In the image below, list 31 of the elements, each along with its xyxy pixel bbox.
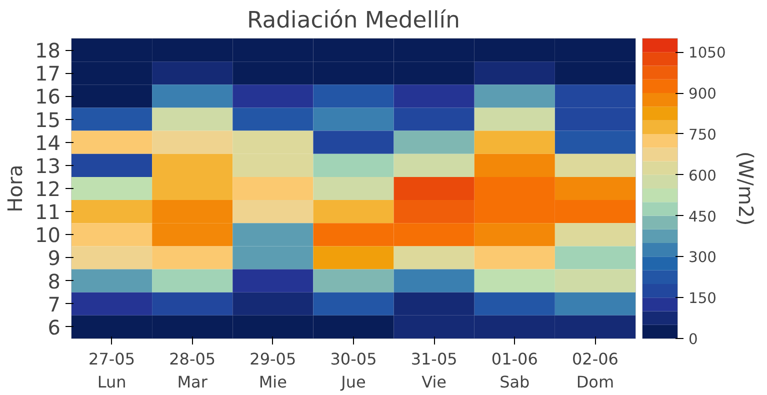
y-tick-label: 16 <box>35 84 61 109</box>
y-tick-label: 17 <box>35 62 61 86</box>
y-tick-label: 9 <box>48 246 61 270</box>
color-bar-label: 1050 <box>688 44 726 62</box>
y-tick-label: 6 <box>48 315 61 340</box>
color-bar-label: 150 <box>688 290 716 308</box>
chart-title: Radiación Medellín <box>247 8 460 34</box>
x-tick-label: 28-05 Mar <box>169 350 216 392</box>
x-tick-label: 02-06 Dom <box>572 350 618 392</box>
x-tick-label: 29-05 Mie <box>250 350 296 392</box>
y-tick-label: 14 <box>35 130 61 155</box>
color-bar-label: 300 <box>688 249 716 266</box>
color-bar-label: 450 <box>688 208 716 226</box>
y-tick-label: 15 <box>35 108 61 132</box>
y-tick-label: 12 <box>35 177 61 201</box>
y-axis-title: Hora <box>3 164 28 212</box>
x-tick-label: 27-05 Lun <box>88 350 136 392</box>
color-bar-label: 0 <box>688 331 698 348</box>
x-tick-label: 30-05 Jue <box>330 350 377 392</box>
x-tick-label: 31-05 Vie <box>410 350 458 392</box>
y-tick-label: 18 <box>35 38 61 63</box>
y-tick-label: 10 <box>35 223 61 248</box>
color-bar-label: 900 <box>688 86 716 103</box>
color-bar-title: (W/m2) <box>734 151 758 226</box>
y-tick-label: 7 <box>48 292 61 316</box>
color-bar-label: 750 <box>688 126 716 144</box>
y-tick-label: 8 <box>48 269 61 294</box>
y-tick-label: 11 <box>35 200 61 224</box>
color-bar-label: 600 <box>688 167 716 184</box>
x-tick-label: 01-06 Sab <box>491 350 538 392</box>
y-tick-label: 13 <box>35 154 61 178</box>
